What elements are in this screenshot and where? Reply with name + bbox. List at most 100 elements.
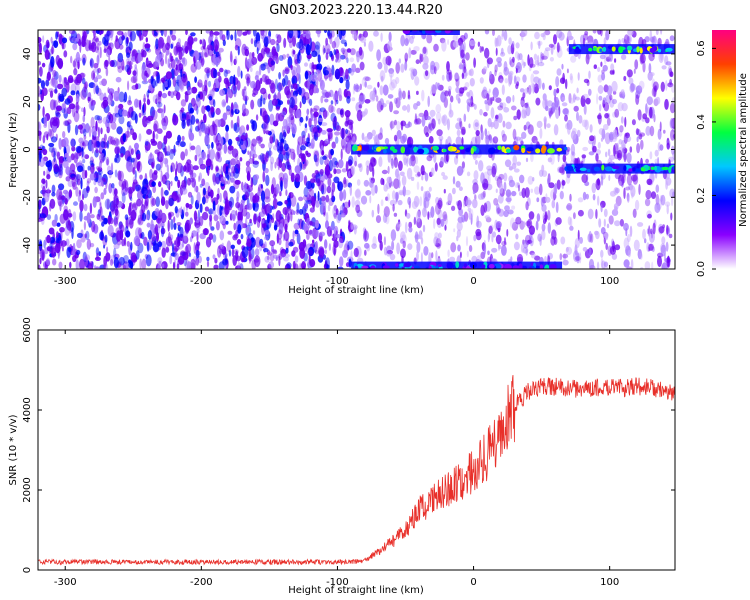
heatmap-noise-cell	[166, 49, 170, 55]
heatmap-noise-cell	[435, 111, 442, 121]
heatmap-band-cell	[489, 147, 496, 153]
heatmap-noise-cell	[345, 115, 350, 125]
heatmap-noise-cell	[115, 35, 118, 42]
heatmap-noise-cell	[363, 179, 370, 187]
heatmap-noise-cell	[599, 54, 606, 60]
heatmap-noise-cell	[97, 179, 104, 187]
heatmap-noise-cell	[237, 45, 240, 56]
heatmap-noise-cell	[56, 151, 61, 160]
heatmap-noise-cell	[494, 69, 497, 77]
heatmap-noise-cell	[602, 64, 608, 72]
heatmap-noise-cell	[592, 30, 597, 34]
heatmap-noise-cell	[525, 201, 529, 211]
heatmap-noise-cell	[323, 47, 326, 54]
heatmap-noise-cell	[233, 104, 238, 109]
heatmap-noise-cell	[101, 152, 104, 158]
heatmap-noise-cell	[581, 119, 588, 128]
heatmap-noise-cell	[62, 189, 69, 195]
heatmap-noise-cell	[73, 201, 78, 206]
heatmap-noise-cell	[145, 254, 152, 267]
heatmap-noise-cell	[73, 79, 79, 84]
heatmap-noise-cell	[644, 198, 651, 207]
colorbar: 0.00.20.40.6 Normalized spectral amplitu…	[696, 30, 749, 277]
heatmap-noise-cell	[47, 159, 53, 172]
heatmap-noise-cell	[348, 199, 351, 208]
heatmap-noise-cell	[227, 145, 234, 151]
heatmap-noise-cell	[466, 197, 471, 208]
heatmap-noise-cell	[173, 245, 180, 251]
heatmap-noise-cell	[250, 99, 255, 110]
heatmap-noise-cell	[279, 132, 284, 143]
heatmap-noise-cell	[327, 204, 331, 212]
heatmap-noise-cell	[511, 190, 517, 197]
heatmap-noise-cell	[262, 159, 266, 172]
heatmap-noise-cell	[292, 35, 296, 47]
heatmap-noise-cell	[315, 229, 320, 238]
heatmap-band-cell	[668, 166, 672, 174]
heatmap-noise-cell	[43, 115, 48, 127]
heatmap-band-cell	[442, 148, 447, 153]
heatmap-noise-cell	[41, 87, 48, 96]
heatmap-noise-cell	[430, 167, 435, 177]
heatmap-noise-cell	[611, 98, 618, 105]
heatmap-noise-cell	[105, 178, 108, 190]
colorbar-tick-label: 0.0	[696, 261, 707, 277]
heatmap-noise-cell	[59, 227, 65, 233]
heatmap-noise-cell	[153, 123, 158, 132]
heatmap-noise-cell	[94, 114, 100, 121]
heatmap-band-cell	[505, 148, 512, 153]
heatmap-noise-cell	[260, 63, 266, 71]
heatmap-noise-cell	[291, 48, 295, 57]
heatmap-noise-cell	[293, 150, 296, 163]
heatmap-noise-cell	[123, 98, 126, 103]
heatmap-noise-cell	[495, 47, 498, 56]
heatmap-noise-cell	[524, 234, 531, 246]
heatmap-noise-cell	[176, 162, 183, 174]
heatmap-noise-cell	[315, 87, 320, 94]
heatmap-noise-cell	[376, 49, 381, 62]
heatmap-noise-cell	[634, 59, 639, 70]
heatmap-noise-cell	[632, 174, 639, 185]
heatmap-noise-cell	[143, 75, 147, 83]
heatmap-noise-cell	[248, 247, 251, 258]
heatmap-noise-cell	[110, 121, 117, 130]
heatmap-noise-cell	[646, 96, 653, 106]
heatmap-noise-cell	[428, 136, 434, 144]
heatmap-noise-cell	[144, 141, 151, 152]
heatmap-noise-cell	[317, 30, 321, 38]
heatmap-noise-cell	[215, 220, 220, 231]
heatmap-noise-cell	[194, 154, 198, 162]
heatmap-noise-cell	[360, 195, 368, 205]
heatmap-noise-cell	[196, 191, 201, 204]
heatmap-noise-cell	[349, 184, 352, 197]
heatmap-noise-cell	[515, 67, 518, 74]
heatmap-noise-cell	[152, 94, 159, 104]
heatmap-noise-cell	[268, 30, 272, 38]
heatmap-noise-cell	[177, 134, 182, 143]
heatmap-noise-cell	[66, 144, 70, 155]
heatmap-noise-cell	[129, 125, 133, 131]
heatmap-noise-cell	[223, 69, 228, 78]
heatmap-noise-cell	[447, 192, 453, 205]
heatmap-noise-cell	[41, 251, 45, 262]
heatmap-noise-cell	[88, 125, 92, 138]
heatmap-noise-cell	[157, 79, 162, 84]
heatmap-noise-cell	[638, 80, 645, 90]
heatmap-noise-cell	[173, 216, 176, 224]
heatmap-noise-cell	[338, 159, 344, 169]
snr-x-label: Height of straight line (km)	[288, 585, 424, 596]
heatmap-band-cell	[654, 165, 658, 171]
heatmap-noise-cell	[253, 160, 259, 165]
heatmap-noise-cell	[151, 140, 158, 146]
heatmap-noise-cell	[335, 125, 341, 132]
heatmap-noise-cell	[228, 249, 232, 257]
heatmap-y-tick-label: -20	[22, 189, 33, 205]
heatmap-noise-cell	[181, 119, 186, 129]
heatmap-noise-cell	[173, 67, 179, 77]
heatmap-noise-cell	[235, 159, 241, 169]
heatmap-noise-cell	[605, 151, 608, 158]
heatmap-noise-cell	[285, 189, 288, 197]
heatmap-noise-cell	[536, 120, 543, 129]
heatmap-noise-cell	[225, 160, 230, 165]
heatmap-noise-cell	[144, 195, 149, 207]
